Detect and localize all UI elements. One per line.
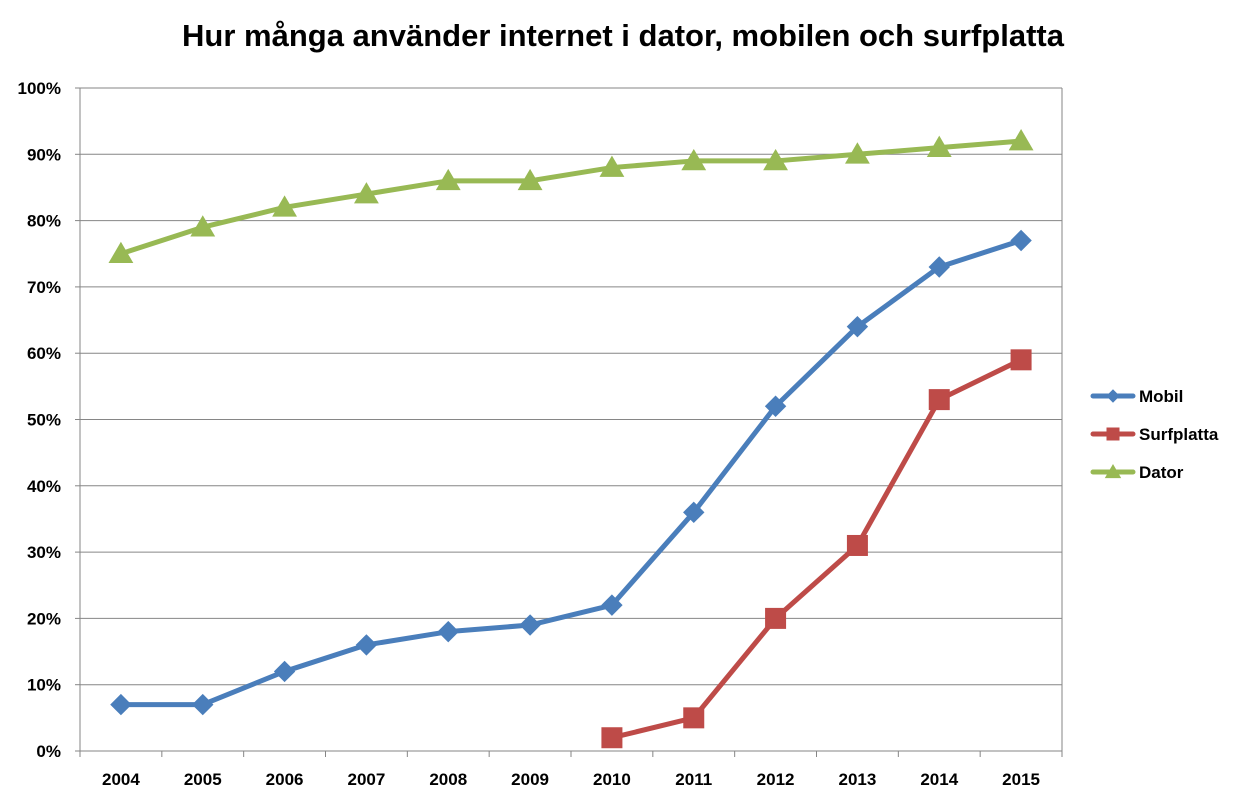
legend-marker-dator: [1104, 464, 1122, 479]
chart-title: Hur många använder internet i dator, mob…: [182, 18, 1064, 53]
y-tick-label: 20%: [27, 609, 61, 628]
legend-label-surfplatta: Surfplatta: [1139, 425, 1219, 444]
data-point-mobil: [355, 634, 378, 656]
x-tick-label: 2007: [348, 770, 386, 789]
data-point-mobil: [110, 693, 132, 716]
x-tick-label: 2005: [184, 770, 222, 789]
series-line-surfplatta: [609, 357, 1024, 741]
x-tick-label: 2006: [266, 770, 304, 789]
series-mobil: [110, 229, 1032, 716]
data-point-mobil: [437, 620, 459, 643]
x-tick-label: 2004: [102, 770, 140, 789]
data-point-mobil: [601, 594, 623, 616]
series-line-dator: [118, 138, 1024, 257]
legend-marker-mobil: [1106, 389, 1120, 403]
y-tick-label: 0%: [36, 742, 61, 761]
data-point-dator: [353, 182, 379, 204]
y-tick-label: 30%: [27, 543, 61, 562]
y-tick-label: 60%: [27, 344, 61, 363]
series-surfplatta: [601, 349, 1032, 749]
x-tick-label: 2009: [511, 770, 549, 789]
data-point-surfplatta: [928, 389, 950, 411]
data-point-mobil: [273, 660, 296, 683]
data-point-mobil: [192, 693, 214, 716]
data-point-mobil: [519, 614, 541, 636]
data-point-dator: [272, 195, 298, 217]
x-tick-label: 2013: [839, 770, 877, 789]
y-tick-label: 100%: [18, 79, 61, 98]
y-tick-label: 80%: [27, 212, 61, 231]
data-point-mobil: [846, 315, 869, 338]
y-tick-label: 90%: [27, 145, 61, 164]
data-point-dator: [435, 168, 461, 191]
data-point-mobil: [764, 395, 787, 417]
y-tick-label: 40%: [27, 477, 61, 496]
x-tick-label: 2015: [1002, 770, 1040, 789]
data-point-surfplatta: [683, 707, 705, 729]
x-tick-label: 2014: [920, 770, 958, 789]
data-point-dator: [108, 241, 134, 264]
data-point-surfplatta: [601, 727, 623, 749]
data-point-dator: [844, 142, 870, 164]
data-point-dator: [599, 155, 625, 177]
data-point-dator: [926, 135, 952, 157]
data-point-dator: [681, 148, 707, 171]
legend-label-mobil: Mobil: [1139, 387, 1183, 406]
x-tick-label: 2011: [675, 770, 712, 789]
legend: Mobil Surfplatta Dator: [1090, 387, 1219, 482]
x-tick-label: 2008: [429, 770, 467, 789]
data-point-surfplatta: [846, 534, 868, 556]
x-tick-label: 2012: [757, 770, 795, 789]
data-point-surfplatta: [765, 607, 787, 629]
data-point-mobil: [928, 256, 950, 278]
data-point-surfplatta: [1010, 349, 1032, 371]
series-dator: [108, 129, 1034, 264]
data-point-mobil: [1010, 229, 1032, 252]
data-point-dator: [190, 215, 216, 237]
data-point-dator: [1008, 129, 1034, 151]
legend-marker-surfplatta: [1106, 427, 1120, 441]
data-point-mobil: [683, 501, 705, 524]
series-line-mobil: [118, 237, 1024, 708]
data-point-dator: [763, 148, 789, 171]
y-tick-label: 50%: [27, 411, 61, 430]
y-tick-label: 70%: [27, 278, 61, 297]
data-point-dator: [517, 168, 543, 191]
y-tick-label: 10%: [27, 676, 61, 695]
x-tick-label: 2010: [593, 770, 631, 789]
gridlines: [80, 87, 1062, 752]
legend-label-dator: Dator: [1139, 463, 1184, 482]
